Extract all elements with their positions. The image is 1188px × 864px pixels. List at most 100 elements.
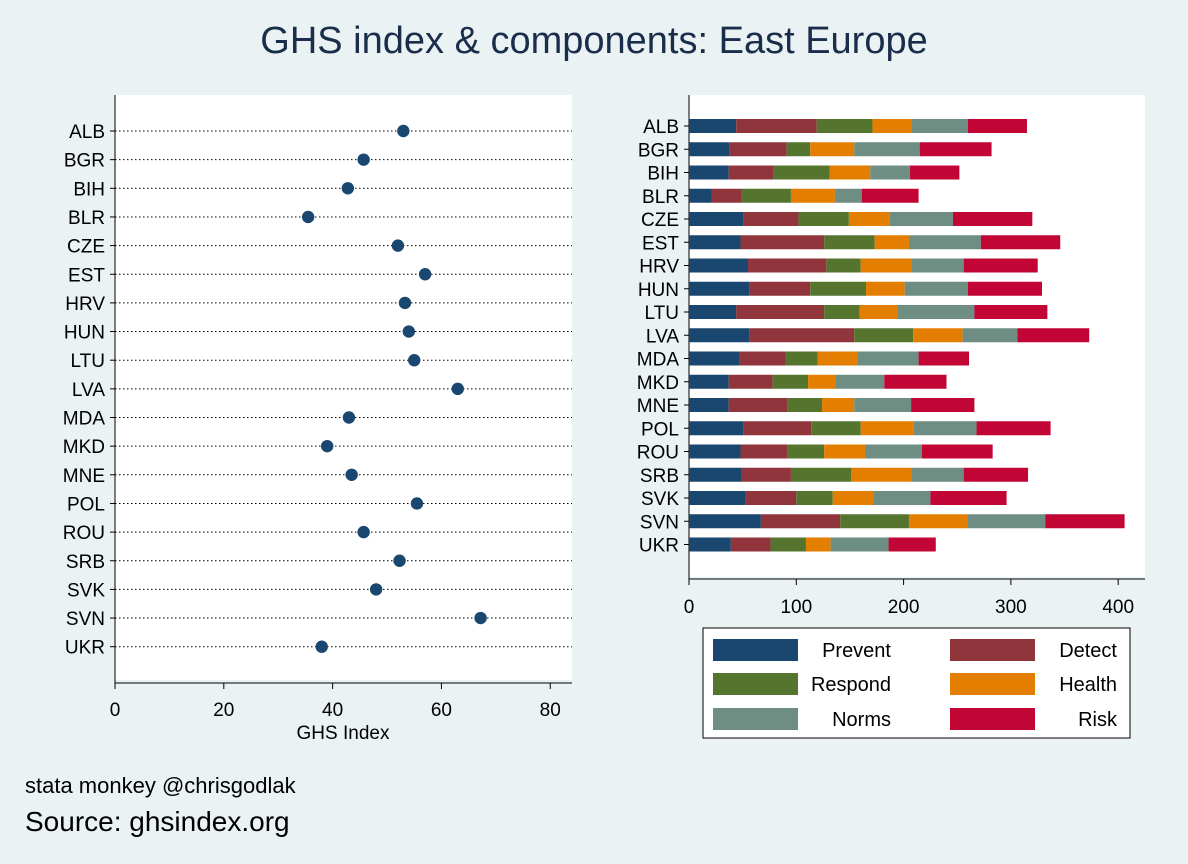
dot-country-label: LTU — [71, 351, 105, 372]
bar-segment-respond-mda — [785, 351, 818, 366]
bar-segment-respond-blr — [741, 188, 791, 203]
bar-segment-risk-bgr — [919, 142, 992, 157]
bar-segment-detect-rou — [740, 444, 788, 459]
bar-segment-risk-est — [980, 235, 1061, 250]
dot-marker-ukr — [315, 640, 328, 653]
bar-country-label: SVK — [641, 489, 679, 510]
bar-segment-prevent-hun — [689, 281, 750, 296]
bar-segment-respond-ltu — [824, 305, 860, 319]
dot-marker-srb — [393, 554, 406, 567]
dot-plot-country-labels: ALB BGR BIH BLR CZE EST HRV HUN LTU LVA MDA MKD MNE P… — [63, 122, 106, 659]
bar-segment-health-pol — [860, 421, 914, 436]
bar-segment-respond-est — [824, 235, 875, 250]
bar-country-label: MKD — [637, 373, 679, 394]
dot-marker-mda — [342, 411, 356, 424]
bar-segment-norms-ukr — [830, 537, 889, 552]
dot-country-label: HRV — [65, 294, 105, 315]
bar-segment-health-hun — [866, 281, 905, 296]
bar-segment-respond-bih — [773, 165, 830, 180]
dot-x-tick-label: 80 — [540, 700, 561, 721]
bar-segment-health-bih — [829, 165, 871, 180]
dot-country-label: BLR — [68, 208, 105, 229]
bar-segment-health-mda — [817, 351, 858, 366]
bar-segment-detect-bih — [728, 165, 774, 180]
dot-marker-bih — [341, 182, 355, 195]
bar-country-label: BGR — [638, 140, 679, 161]
dot-country-label: POL — [67, 494, 105, 515]
bar-segment-detect-blr — [711, 188, 742, 203]
bar-segment-risk-mne — [911, 398, 975, 412]
bar-segment-respond-alb — [816, 119, 873, 133]
bar-segment-respond-svk — [796, 491, 833, 505]
dot-country-label: CZE — [67, 237, 105, 258]
dot-marker-bgr — [357, 153, 370, 166]
bar-segment-health-blr — [790, 188, 835, 203]
bar-segment-norms-cze — [889, 212, 953, 226]
bar-segment-health-cze — [848, 212, 890, 226]
dot-marker-hun — [402, 325, 415, 338]
dot-country-label: ALB — [69, 122, 105, 143]
bar-segment-prevent-est — [689, 235, 741, 250]
bar-segment-detect-alb — [736, 119, 817, 133]
dot-marker-lva — [451, 382, 464, 396]
bar-segment-risk-ltu — [974, 305, 1048, 319]
dot-marker-cze — [391, 239, 405, 252]
dot-country-label: SRB — [66, 552, 105, 573]
dot-marker-mkd — [320, 439, 334, 453]
bar-segment-health-lva — [913, 328, 963, 343]
bar-segment-norms-svn — [967, 514, 1046, 529]
bar-segment-norms-mkd — [835, 374, 885, 389]
bar-country-label: ALB — [643, 117, 679, 138]
legend-swatch-detect — [950, 639, 1035, 661]
dot-marker-rou — [357, 525, 370, 539]
bar-segment-risk-mda — [918, 351, 970, 366]
bar-segment-risk-mkd — [884, 374, 947, 389]
bar-segment-prevent-alb — [689, 119, 737, 133]
bar-segment-risk-hun — [967, 281, 1042, 296]
bar-segment-norms-rou — [864, 444, 922, 459]
bar-segment-prevent-mne — [689, 398, 729, 412]
bar-country-label: MNE — [637, 396, 679, 417]
bar-segment-respond-mne — [787, 398, 823, 412]
bar-segment-detect-ukr — [730, 537, 771, 552]
bar-country-label: BLR — [642, 187, 679, 208]
bar-segment-health-ukr — [805, 537, 831, 552]
bar-segment-respond-ukr — [770, 537, 806, 552]
bar-segment-health-mkd — [808, 374, 836, 389]
dot-country-label: HUN — [64, 323, 105, 344]
credit-line: stata monkey @chrisgodlak — [25, 773, 296, 798]
bar-segment-risk-alb — [967, 119, 1027, 133]
dot-marker-alb — [397, 124, 410, 138]
legend-swatch-respond — [713, 673, 798, 695]
bar-segment-respond-rou — [787, 444, 825, 459]
bar-segment-prevent-blr — [689, 188, 712, 203]
dot-marker-est — [418, 268, 432, 281]
bar-segment-respond-bgr — [786, 142, 811, 157]
bar-segment-risk-lva — [1017, 328, 1090, 343]
bar-segment-norms-bih — [870, 165, 911, 180]
bar-segment-prevent-pol — [689, 421, 744, 436]
bar-country-label: ROU — [637, 443, 679, 464]
bar-segment-respond-srb — [790, 467, 852, 482]
dot-country-label: MDA — [63, 409, 106, 430]
dot-x-tick-label: 40 — [322, 700, 343, 721]
bar-segment-prevent-bgr — [689, 142, 730, 157]
bar-segment-risk-srb — [963, 467, 1029, 482]
bar-country-label: HUN — [638, 280, 679, 301]
legend-label-health: Health — [1059, 674, 1117, 696]
bar-segment-respond-lva — [854, 328, 914, 343]
bar-segment-detect-lva — [749, 328, 855, 343]
bar-segment-norms-alb — [911, 119, 968, 133]
dot-country-label: ROU — [63, 523, 105, 544]
dot-marker-ltu — [408, 354, 421, 367]
legend-label-norms: Norms — [832, 709, 891, 731]
bar-segment-detect-hrv — [748, 258, 827, 273]
bar-segment-norms-svk — [873, 491, 931, 505]
dot-country-label: SVN — [66, 609, 105, 630]
bar-segment-norms-ltu — [897, 305, 975, 319]
bar-country-label: HRV — [639, 257, 679, 278]
dot-country-label: EST — [68, 265, 105, 286]
bar-segment-health-bgr — [810, 142, 855, 157]
bar-x-tick-label: 300 — [995, 597, 1027, 618]
